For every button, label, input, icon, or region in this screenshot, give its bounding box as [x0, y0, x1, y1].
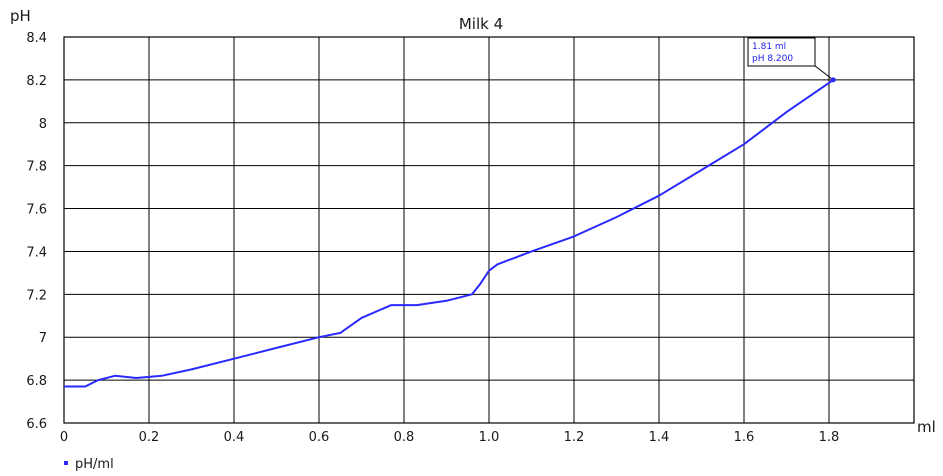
y-tick-label: 8.2: [26, 74, 47, 89]
x-tick-label: 1.8: [819, 430, 840, 445]
y-tick-label: 8.4: [26, 31, 47, 46]
callout-point-marker: [830, 77, 836, 83]
y-axis-label: pH: [10, 7, 31, 25]
plot-frame: [63, 36, 915, 424]
y-tick-label: 7.8: [26, 160, 47, 175]
legend-swatch: [64, 461, 68, 465]
callout-ml-text: 1.81 ml: [752, 42, 786, 52]
y-tick-label: 8: [39, 117, 47, 132]
x-tick-label: 0.8: [394, 430, 415, 445]
legend: pH/ml: [64, 457, 114, 472]
x-tick-label: 0.2: [139, 430, 160, 445]
x-tick-label: 1.4: [649, 430, 670, 445]
x-tick-label: 0.4: [224, 430, 245, 445]
y-tick-label: 6.8: [26, 374, 47, 389]
y-tick-label: 7.2: [26, 288, 47, 303]
grid: [64, 37, 914, 423]
x-axis-label: ml: [917, 418, 936, 436]
callout-ph-text: pH 8.200: [752, 54, 793, 64]
callout-leader-line: [814, 65, 834, 81]
legend-label: pH/ml: [75, 457, 114, 472]
x-tick-label: 1.0: [479, 430, 500, 445]
x-tick-label: 1.6: [734, 430, 755, 445]
y-tick-label: 7.4: [26, 245, 47, 260]
x-tick-label: 1.2: [564, 430, 585, 445]
y-tick-label: 7.6: [26, 203, 47, 218]
y-tick-label: 7: [39, 331, 47, 346]
callout-box: [747, 37, 816, 67]
tick-labels: 0 0.2 0.4 0.6 0.8 1.0 1.2 1.4 1.6 1.8 6.6 6.8 7 7.2 7.…: [26, 31, 839, 445]
x-tick-label: 0.6: [309, 430, 330, 445]
chart-title: Milk 4: [459, 15, 503, 33]
y-tick-label: 6.6: [26, 417, 47, 432]
series-line-ph-ml: [64, 79, 834, 388]
data-callout: 1.81 ml pH 8.200: [747, 37, 836, 83]
x-tick-label: 0: [60, 430, 68, 445]
